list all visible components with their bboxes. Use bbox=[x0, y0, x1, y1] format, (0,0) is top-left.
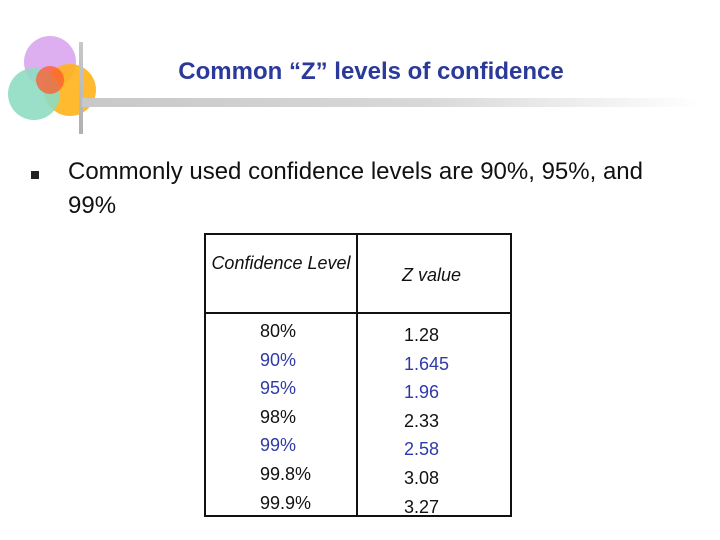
bullet-marker bbox=[31, 171, 39, 179]
header-confidence-level: Confidence Level bbox=[211, 253, 351, 273]
z-value-cell: 1.28 bbox=[404, 325, 440, 345]
bullet-text: Commonly used confidence levels are 90%,… bbox=[68, 158, 643, 219]
confidence-level-column: 80% 90% 95% 98% 99% 99.8% 99.9% bbox=[260, 317, 311, 517]
z-value-table: Confidence Level Z value 80% 90% 95% 98% 99%… bbox=[204, 233, 512, 517]
z-value-cell: 3.27 bbox=[404, 496, 440, 517]
confidence-level-cell: 95% bbox=[260, 378, 297, 399]
confidence-level-cell: 99% bbox=[260, 435, 297, 456]
z-value-column: 1.28 1.645 1.96 2.33 2.58 3.08 3.27 bbox=[404, 321, 449, 521]
slide-title: Common “Z” levels of confidence bbox=[178, 58, 564, 85]
confidence-level-cell: 80% bbox=[260, 321, 297, 341]
confidence-level-cell: 98% bbox=[260, 406, 297, 427]
z-value-cell: 3.08 bbox=[404, 467, 440, 488]
table-header-divider bbox=[206, 312, 510, 314]
z-value-cell: 1.645 bbox=[404, 353, 450, 374]
confidence-level-cell: 99.8% bbox=[260, 463, 312, 484]
confidence-level-cell: 99.9% bbox=[260, 492, 312, 513]
header-z-value: Z value bbox=[402, 265, 462, 285]
z-value-cell: 2.58 bbox=[404, 439, 440, 460]
title-underline-rule bbox=[82, 98, 702, 107]
title-vertical-rule bbox=[79, 42, 83, 134]
table-column-divider bbox=[356, 235, 358, 515]
z-value-cell: 2.33 bbox=[404, 410, 440, 431]
confidence-level-cell: 90% bbox=[260, 349, 297, 370]
z-value-cell: 1.96 bbox=[404, 382, 440, 403]
